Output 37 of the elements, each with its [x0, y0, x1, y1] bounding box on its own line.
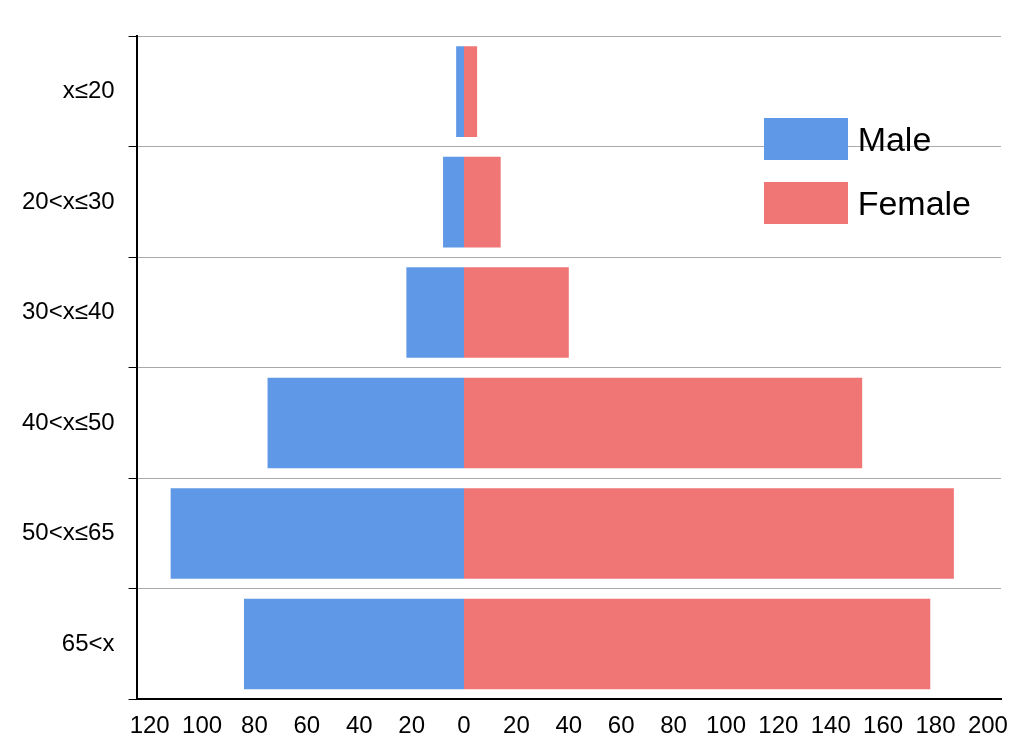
x-tick-label: 200 [967, 711, 1008, 739]
x-tick-label: 0 [457, 711, 471, 739]
legend-label: Female [857, 183, 971, 223]
legend-label: Male [857, 119, 932, 159]
x-tick-label: 80 [660, 711, 687, 739]
bar [267, 377, 465, 469]
bar [243, 598, 465, 690]
x-tick-label: 120 [758, 711, 799, 739]
bar [443, 156, 465, 248]
x-tick-label: 100 [182, 711, 223, 739]
y-tick-label: 40<x≤50 [22, 407, 115, 435]
x-tick-label: 100 [705, 711, 746, 739]
bar [170, 488, 465, 579]
y-tick-label: 50<x≤65 [22, 518, 115, 546]
x-tick-label: 160 [863, 711, 904, 739]
y-tick-label: 30<x≤40 [22, 297, 115, 325]
x-tick-label: 20 [503, 711, 530, 739]
x-tick-label: 180 [915, 711, 956, 739]
y-tick-label: 65<x [61, 628, 115, 656]
bar [464, 46, 478, 137]
bar [464, 267, 569, 358]
x-tick-label: 40 [345, 711, 373, 739]
bar [464, 598, 931, 690]
y-tick-label: 20<x≤30 [22, 186, 115, 214]
x-tick-label: 60 [607, 711, 635, 739]
x-tick-label: 20 [398, 711, 425, 739]
bar [464, 156, 501, 248]
bar [464, 488, 954, 579]
x-tick-label: 60 [293, 711, 321, 739]
x-tick-label: 40 [555, 711, 583, 739]
bar [406, 267, 465, 358]
x-tick-label: 80 [241, 711, 268, 739]
x-tick-label: 120 [129, 711, 170, 739]
bar [456, 46, 465, 137]
y-tick-label: x≤20 [62, 76, 115, 104]
x-tick-label: 140 [810, 711, 851, 739]
bar [464, 377, 863, 469]
